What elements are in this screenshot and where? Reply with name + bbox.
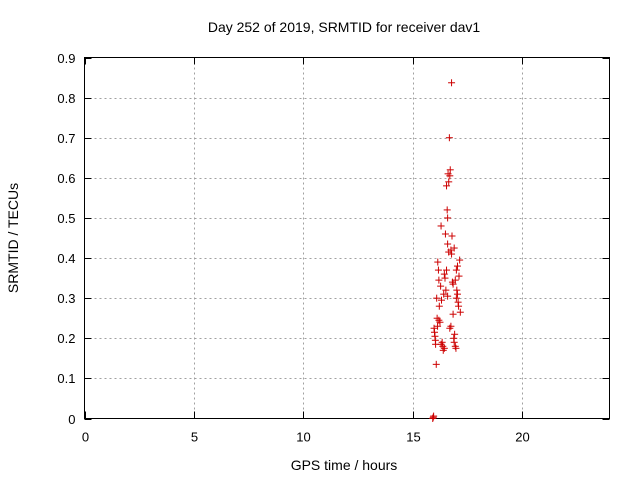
data-point (434, 322, 442, 330)
grid-layer (84, 57, 610, 419)
data-point (445, 178, 453, 186)
y-tick-label: 0.1 (57, 371, 75, 386)
data-point (435, 276, 443, 284)
data-point (442, 286, 450, 294)
data-point (444, 214, 452, 222)
y-tick-label: 0.5 (57, 211, 75, 226)
data-point (450, 338, 458, 346)
tick-layer (84, 57, 610, 420)
data-point (438, 296, 445, 304)
data-point (437, 340, 445, 348)
chart-title: Day 252 of 2019, SRMTID for receiver dav… (208, 19, 481, 35)
data-point (448, 232, 456, 240)
data-point (441, 230, 449, 238)
data-point (453, 262, 461, 270)
data-point (443, 182, 451, 190)
data-point (440, 270, 448, 278)
data-point (435, 316, 443, 324)
data-point (449, 280, 457, 288)
data-point (455, 302, 463, 310)
data-point (453, 290, 461, 298)
data-point (451, 276, 459, 284)
data-point (443, 266, 451, 274)
data-point (437, 282, 445, 290)
data-point (450, 244, 458, 252)
data-point (452, 266, 460, 274)
data-point (453, 286, 461, 294)
x-tick-label: 5 (191, 430, 198, 445)
data-point (434, 266, 442, 274)
data-point (445, 134, 453, 142)
data-point (437, 222, 445, 230)
data-point (440, 344, 448, 352)
x-tick-label: 10 (296, 430, 310, 445)
data-point (441, 274, 449, 282)
y-tick-label: 0.6 (57, 171, 75, 186)
x-tick-label: 20 (515, 430, 529, 445)
tick-label-layer: 0 0.1 0.2 0.3 0.4 0.5 0.6 0.7 0.8 0.9 0 5 10 15 20 (57, 51, 529, 445)
x-axis-label: GPS time / hours (291, 457, 398, 473)
data-point (452, 344, 460, 352)
data-point (444, 240, 452, 248)
data-point (432, 360, 440, 368)
data-point (443, 206, 451, 214)
data-point (448, 79, 456, 87)
data-point (440, 290, 448, 298)
y-tick-label: 0 (68, 412, 75, 427)
y-axis-label: SRMTID / TECUs (5, 183, 21, 293)
y-tick-label: 0.7 (57, 131, 75, 146)
data-points (429, 79, 464, 422)
x-tick-label: 0 (82, 430, 89, 445)
plot-frame (84, 57, 610, 419)
y-tick-label: 0.2 (57, 331, 75, 346)
data-point (451, 330, 459, 338)
data-point (455, 272, 463, 280)
data-point (456, 308, 464, 316)
data-point (446, 172, 454, 180)
x-tick-label: 15 (406, 430, 420, 445)
y-tick-label: 0.9 (57, 51, 75, 66)
data-point (430, 412, 438, 420)
y-tick-label: 0.8 (57, 91, 75, 106)
data-point (434, 258, 442, 266)
data-point (447, 322, 455, 330)
data-point (444, 292, 452, 300)
data-point (445, 248, 453, 256)
data-point (456, 256, 464, 264)
data-point (433, 294, 441, 302)
y-tick-label: 0.4 (57, 251, 75, 266)
data-point (446, 166, 454, 174)
data-point (435, 302, 443, 310)
data-point (452, 294, 460, 302)
data-point (449, 310, 457, 318)
y-tick-label: 0.3 (57, 291, 75, 306)
